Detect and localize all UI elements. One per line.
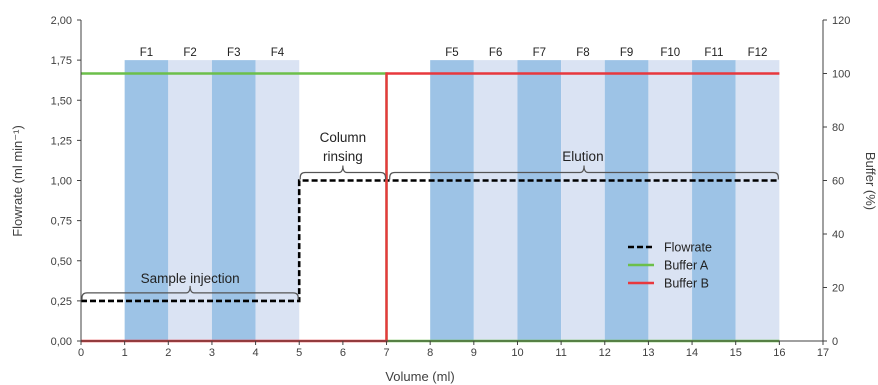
x-tick-label: 6	[340, 347, 346, 359]
y-left-tick-label: 1,25	[51, 135, 72, 147]
fraction-label-f3: F3	[227, 47, 240, 59]
y-right-tick-label: 60	[832, 176, 844, 188]
fraction-label-f2: F2	[183, 47, 196, 59]
brace-elution	[389, 165, 779, 180]
x-tick-label: 3	[209, 347, 215, 359]
y-left-tick-label: 2,00	[51, 15, 72, 27]
fraction-band-f7	[517, 60, 562, 341]
fraction-label-f7: F7	[533, 47, 546, 59]
y-left-tick-label: 1,75	[51, 55, 72, 67]
y-right-tick-label: 80	[832, 122, 844, 134]
fraction-label-f4: F4	[271, 47, 285, 59]
fraction-label-f12: F12	[748, 47, 768, 59]
annotation-elution: Elution	[562, 149, 603, 164]
fraction-label-f10: F10	[660, 47, 680, 59]
annotations: Sample injection Column rinsing Elution	[81, 130, 779, 300]
y-left-tick-label: 0,75	[51, 216, 72, 228]
fraction-band-f9	[604, 60, 649, 341]
legend: Flowrate Buffer A Buffer B	[628, 241, 712, 291]
fraction-band-f6	[473, 60, 518, 341]
y-left-tick-label: 1,50	[51, 95, 72, 107]
x-tick-label: 11	[555, 347, 566, 359]
fraction-band-f2	[168, 60, 212, 341]
x-tick-label: 5	[296, 347, 302, 359]
x-tick-label: 13	[642, 347, 654, 359]
x-tick-label: 1	[122, 347, 128, 359]
x-tick-label: 15	[730, 347, 742, 359]
legend-label-buffer-b: Buffer B	[664, 277, 709, 291]
x-tick-label: 4	[253, 347, 259, 359]
y-left-tick-label: 0,25	[51, 296, 72, 308]
brace-sample-injection	[81, 285, 299, 300]
fraction-label-f9: F9	[620, 47, 633, 59]
brace-column-rinsing	[299, 165, 387, 180]
x-tick-label: 9	[471, 347, 477, 359]
fraction-band-f8	[561, 60, 605, 341]
y-right-tick-label: 100	[832, 69, 850, 81]
annotation-column-rinsing: rinsing	[323, 149, 363, 164]
y-axis-right-title: Buffer (%)	[863, 152, 878, 210]
fraction-label-f8: F8	[576, 47, 589, 59]
fraction-band-f10	[648, 60, 693, 341]
y-axis-left-title: Flowrate (ml min⁻¹)	[10, 125, 25, 237]
annotation-column-rinsing: Column	[320, 130, 367, 145]
fraction-label-f1: F1	[140, 47, 153, 59]
y-right-tick-label: 0	[832, 336, 838, 348]
x-tick-label: 7	[383, 347, 389, 359]
y-right-tick-label: 120	[832, 15, 850, 27]
series-flowrate	[81, 179, 780, 303]
y-right-tick-label: 40	[832, 229, 844, 241]
annotation-sample-injection: Sample injection	[141, 271, 240, 286]
x-axis-title: Volume (ml)	[385, 369, 454, 384]
fraction-label-f5: F5	[445, 47, 458, 59]
x-tick-label: 17	[817, 347, 829, 359]
x-tick-label: 12	[599, 347, 611, 359]
legend-label-flowrate: Flowrate	[664, 241, 712, 255]
y-right-tick-label: 20	[832, 283, 844, 295]
x-tick-label: 0	[78, 347, 84, 359]
fraction-band-f4	[255, 60, 300, 341]
x-tick-label: 10	[511, 347, 523, 359]
fraction-band-f12	[735, 60, 780, 341]
axes: 0 1 2 3 4 5 6 7 8 9 10 11 12 13 14 15 16 170,000,250,500,…	[51, 15, 851, 359]
x-tick-label: 16	[773, 347, 785, 359]
y-left-tick-label: 1,00	[51, 176, 72, 188]
x-tick-label: 14	[686, 347, 698, 359]
fraction-band-f3	[211, 60, 256, 341]
fraction-label-f11: F11	[704, 47, 723, 59]
y-left-tick-label: 0,00	[51, 336, 72, 348]
fraction-band-f5	[430, 60, 474, 341]
fraction-band-f11	[692, 60, 736, 341]
legend-label-buffer-a: Buffer A	[664, 259, 709, 273]
x-tick-label: 2	[165, 347, 171, 359]
fraction-bands: F1 F2 F3 F4 F5 F6 F7 F8 F9 F10 F11 F12	[124, 47, 780, 341]
fraction-band-f1	[124, 60, 169, 341]
y-left-tick-label: 0,50	[51, 256, 72, 268]
x-tick-label: 8	[427, 347, 433, 359]
fraction-label-f6: F6	[489, 47, 502, 59]
